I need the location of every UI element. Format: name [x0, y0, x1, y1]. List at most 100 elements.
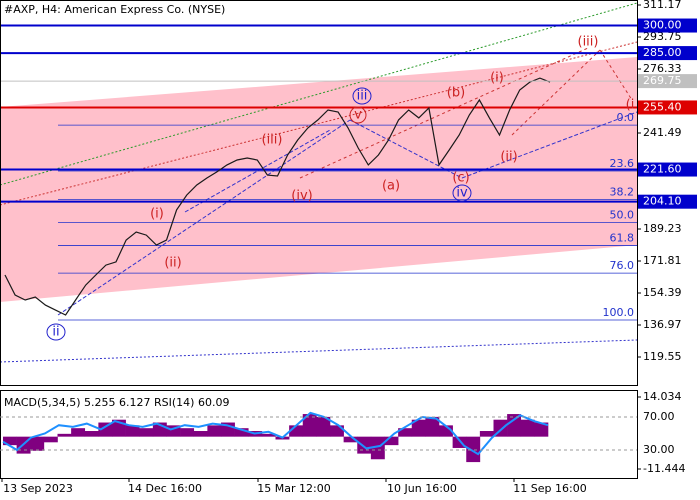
macd-bar	[357, 436, 372, 454]
wave-label: (a)	[382, 179, 400, 194]
wave-label: (iii)	[578, 35, 599, 50]
x-tick-label: 11 Sep 16:00	[513, 482, 586, 495]
macd-bar	[384, 436, 399, 446]
macd-bar	[180, 428, 195, 437]
wave-circle	[46, 323, 66, 341]
y-tick-label: 136.97	[643, 318, 682, 331]
wave-label: (i	[626, 98, 635, 113]
fib-label: 23.6	[610, 157, 635, 170]
wave-line	[461, 111, 638, 179]
wave-circle	[352, 87, 372, 105]
indicator-frame	[0, 390, 638, 479]
macd-bar	[166, 425, 181, 437]
macd-bar	[411, 419, 426, 437]
level-box	[638, 18, 697, 33]
wave-label: v	[354, 108, 362, 123]
fib-label: 38.2	[610, 185, 635, 198]
y-tick-label: 119.55	[643, 350, 682, 363]
macd-bar	[261, 433, 276, 437]
wave-label: iii	[357, 89, 368, 104]
macd-bar	[3, 436, 17, 446]
macd-bar	[343, 436, 358, 443]
y-tick-label: 241.49	[643, 126, 682, 139]
wave-label: ii	[52, 325, 59, 340]
fib-label: 100.0	[603, 306, 635, 319]
macd-bar	[193, 431, 208, 437]
macd-bar	[479, 431, 494, 437]
rsi-tick-label: 30.00	[643, 443, 675, 456]
macd-bar	[452, 436, 467, 448]
price-line	[4, 77, 551, 316]
macd-bar	[507, 414, 522, 437]
macd-bar	[289, 425, 304, 437]
macd-bar	[520, 419, 535, 437]
level-label: 285.00	[643, 46, 682, 59]
channel	[0, 57, 637, 302]
y-tick-label: 311.17	[643, 0, 682, 11]
fib-label: 76.0	[610, 259, 635, 272]
wave-line	[57, 119, 351, 316]
level-label: 300.00	[643, 19, 682, 32]
wave-label: (b)	[447, 86, 465, 101]
level-label: 221.60	[643, 163, 682, 176]
rsi-tick-label: 70.00	[643, 410, 675, 423]
macd-bar	[466, 436, 481, 463]
macd-bar	[234, 428, 249, 437]
fib-label: 61.8	[610, 232, 635, 245]
x-tick-label: 10 Jun 16:00	[387, 482, 457, 495]
wave-label: (iii)	[262, 133, 283, 148]
macd-bar	[30, 436, 45, 451]
macd-bar	[84, 431, 99, 437]
wave-circle	[452, 184, 472, 202]
macd-bar	[207, 425, 222, 437]
level-label: 255.40	[643, 100, 682, 113]
macd-bar	[302, 414, 317, 437]
indicator-title: MACD(5,34,5) 5.255 6.127 RSI(14) 60.09	[4, 396, 229, 409]
macd-bar	[425, 416, 440, 437]
macd-bar	[439, 425, 453, 437]
level-box	[638, 194, 697, 209]
wave-line	[349, 119, 463, 179]
macd-bar	[398, 428, 413, 437]
trend-line	[0, 2, 638, 186]
wave-label: (i)	[150, 207, 164, 222]
level-label: 204.10	[643, 195, 682, 208]
wave-line	[184, 129, 331, 213]
wave-line	[299, 47, 589, 179]
wave-label: (i)	[490, 71, 504, 86]
y-tick-label: 189.23	[643, 222, 682, 235]
macd-bar	[57, 433, 72, 437]
level-box	[638, 162, 697, 177]
wave-line	[511, 49, 601, 136]
main-frame	[0, 0, 638, 386]
macd-tick-label: -11.444	[643, 462, 685, 475]
macd-bar	[43, 436, 58, 443]
wave-circle	[349, 106, 367, 124]
macd-bar	[98, 422, 113, 437]
wave-label: (iv)	[291, 189, 312, 204]
macd-bar	[370, 436, 385, 460]
fib-label: 0.0	[617, 111, 635, 124]
macd-bar	[316, 416, 331, 437]
wave-label: iv	[456, 186, 468, 201]
x-tick-label: 15 Mar 12:00	[257, 482, 330, 495]
x-tick-label: 14 Dec 16:00	[128, 482, 202, 495]
y-tick-label: 293.75	[643, 30, 682, 43]
x-tick-label: 13 Sep 2023	[3, 482, 73, 495]
y-tick-label: 276.33	[643, 62, 682, 75]
fib-label: 50.0	[610, 209, 635, 222]
macd-bar	[534, 422, 549, 437]
rsi-line	[2, 411, 549, 456]
price-box	[638, 74, 697, 89]
wave-line	[599, 49, 633, 101]
macd-bar	[71, 428, 86, 437]
macd-bar	[330, 425, 344, 437]
trend-line	[0, 41, 638, 206]
macd-tick-label: 14.034	[643, 390, 682, 403]
price-label: 269.75	[643, 74, 682, 87]
macd-bar	[139, 428, 154, 437]
y-tick-label: 154.39	[643, 286, 682, 299]
macd-bar	[125, 425, 140, 437]
wave-label: (ii)	[164, 256, 181, 271]
